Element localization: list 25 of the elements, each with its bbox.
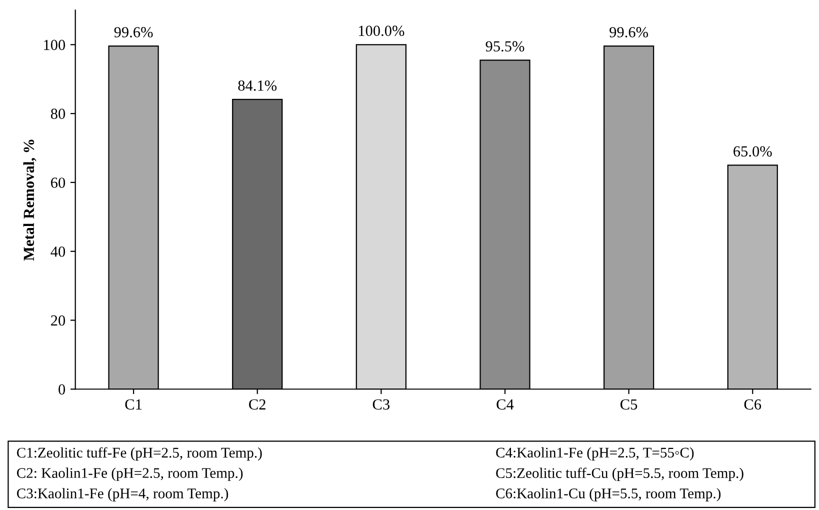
y-tick-label: 40: [50, 246, 66, 257]
text: C4:Kaolin1-Fe (pH=2.5, T=55◦C): [496, 447, 694, 461]
y-axis-title: Metal Removal, %: [23, 140, 36, 261]
data-label: 99.6%: [610, 27, 648, 38]
text: C5:Zeolitic tuff-Cu (pH=5.5, room Temp.): [496, 468, 744, 481]
x-tick-label: C3: [372, 399, 390, 410]
text: C2: Kaolin1-Fe (pH=2.5, room Temp.): [16, 468, 243, 481]
text: C3:Kaolin1-Fe (pH=4, room Temp.): [16, 488, 228, 502]
y-tick-label: 0: [58, 384, 66, 395]
y-tick-label: 100: [44, 40, 66, 50]
x-tick-label: C4: [496, 399, 514, 410]
data-label: 65.0%: [734, 146, 772, 157]
y-tick-label: 20: [51, 315, 66, 326]
data-label: 95.5%: [486, 41, 524, 52]
x-tick-label: C1: [125, 399, 142, 410]
x-tick-label: C5: [620, 399, 638, 410]
y-tick-label: 60: [51, 178, 66, 188]
text: C6:Kaolin1-Cu (pH=5.5, room Temp.): [496, 488, 721, 502]
y-tick-label: 80: [50, 108, 66, 119]
data-label: 84.1%: [238, 80, 277, 91]
data-label: 100.0%: [358, 26, 404, 36]
x-tick-label: C6: [744, 399, 762, 410]
data-label: 99.6%: [114, 27, 153, 38]
text: C1:Zeolitic tuff-Fe (pH=2.5, room Temp.): [16, 447, 262, 461]
x-tick-label: C2: [249, 399, 266, 410]
